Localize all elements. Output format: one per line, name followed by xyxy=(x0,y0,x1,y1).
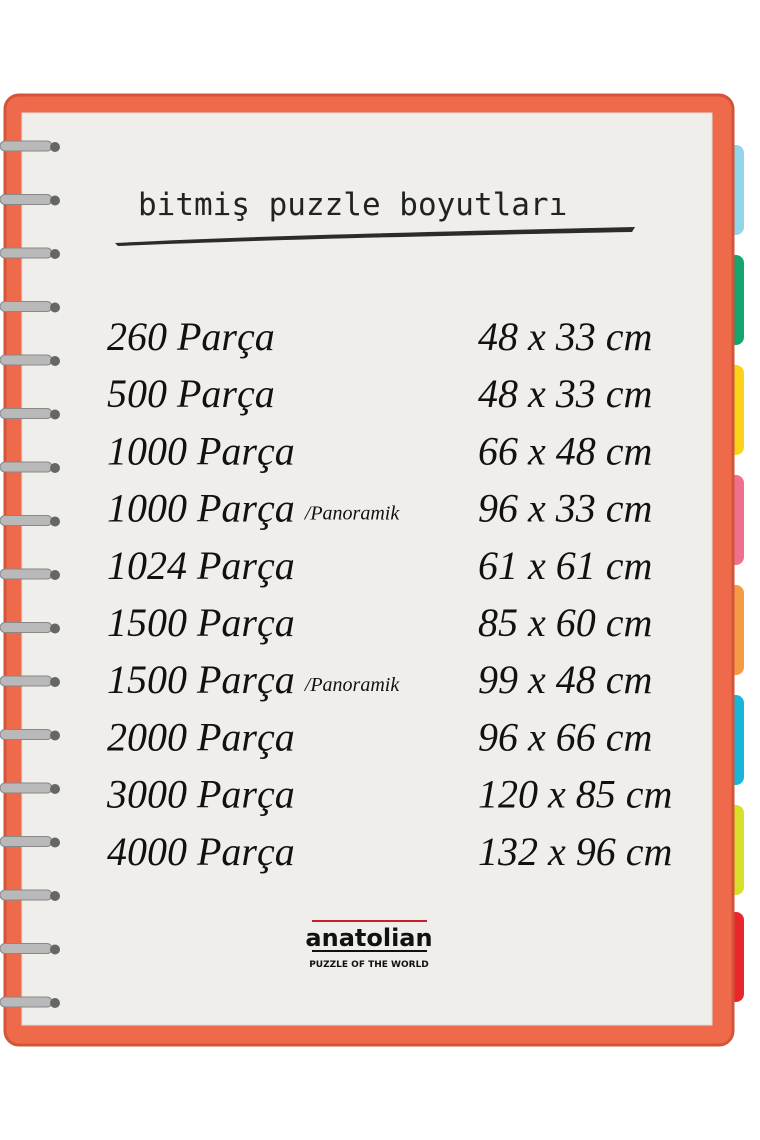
ring-hole xyxy=(50,302,60,313)
ring-hole xyxy=(50,891,60,901)
ring xyxy=(0,782,53,794)
ring xyxy=(0,568,53,580)
spiral xyxy=(0,140,60,1008)
ring xyxy=(0,408,53,419)
size: 66 x 48 cm xyxy=(478,428,652,473)
ring-hole xyxy=(50,249,60,259)
note: /Panoramik xyxy=(304,674,401,696)
ring-hole xyxy=(50,570,60,580)
size: 48 x 33 cm xyxy=(478,314,652,359)
ring-hole xyxy=(50,356,60,366)
pieces: 2000 Parça xyxy=(107,714,295,759)
pieces: 1024 Parça xyxy=(107,543,295,588)
size: 96 x 66 cm xyxy=(478,714,652,759)
ring xyxy=(0,729,53,740)
pieces: 1000 Parça xyxy=(107,486,295,531)
ring-hole xyxy=(50,409,60,420)
ring-hole xyxy=(50,142,60,152)
ring xyxy=(0,247,53,259)
ring xyxy=(0,675,53,687)
size: 85 x 60 cm xyxy=(478,600,652,645)
logo-name: anatolian xyxy=(305,924,432,952)
ring-hole xyxy=(50,784,60,794)
size: 61 x 61 cm xyxy=(478,543,652,588)
ring xyxy=(0,836,53,847)
size: 132 x 96 cm xyxy=(478,829,672,874)
ring-hole xyxy=(50,730,60,741)
ring xyxy=(0,354,53,366)
size-list: 260 Parça 48 x 33 cm 500 Parça 48 x 33 cm 10… xyxy=(106,314,672,874)
ring-hole xyxy=(50,195,60,206)
pieces: 260 Parça xyxy=(107,314,275,359)
ring xyxy=(0,889,53,901)
title: bitmiş puzzle boyutları xyxy=(138,187,567,223)
logo-tagline: PUZZLE OF THE WORLD xyxy=(309,960,429,970)
ring xyxy=(0,461,53,473)
size: 120 x 85 cm xyxy=(478,772,672,817)
ring-hole xyxy=(50,837,60,848)
ring-hole xyxy=(50,516,60,527)
ring-hole xyxy=(50,998,60,1008)
ring xyxy=(0,301,53,312)
ring-hole xyxy=(50,623,60,634)
pieces: 1500 Parça xyxy=(107,600,295,645)
size: 96 x 33 cm xyxy=(478,486,652,531)
pieces: 4000 Parça xyxy=(107,829,295,874)
ring xyxy=(0,194,53,205)
brush-stroke xyxy=(115,227,635,246)
ring xyxy=(0,140,53,152)
pieces: 3000 Parça xyxy=(106,772,295,817)
ring-hole xyxy=(50,677,60,687)
ring xyxy=(0,943,53,954)
pieces: 1500 Parça xyxy=(107,657,295,702)
logo: anatolian PUZZLE OF THE WORLD xyxy=(305,920,433,970)
size: 99 x 48 cm xyxy=(478,657,652,702)
page xyxy=(21,112,713,1026)
pieces: 500 Parça xyxy=(107,371,275,416)
ring xyxy=(0,996,53,1008)
ring xyxy=(0,622,53,633)
pieces: 1000 Parça xyxy=(107,428,295,473)
size: 48 x 33 cm xyxy=(478,371,652,416)
ring-hole xyxy=(50,944,60,955)
ring xyxy=(0,515,53,526)
ring-hole xyxy=(50,463,60,473)
note: /Panoramik xyxy=(304,503,401,525)
